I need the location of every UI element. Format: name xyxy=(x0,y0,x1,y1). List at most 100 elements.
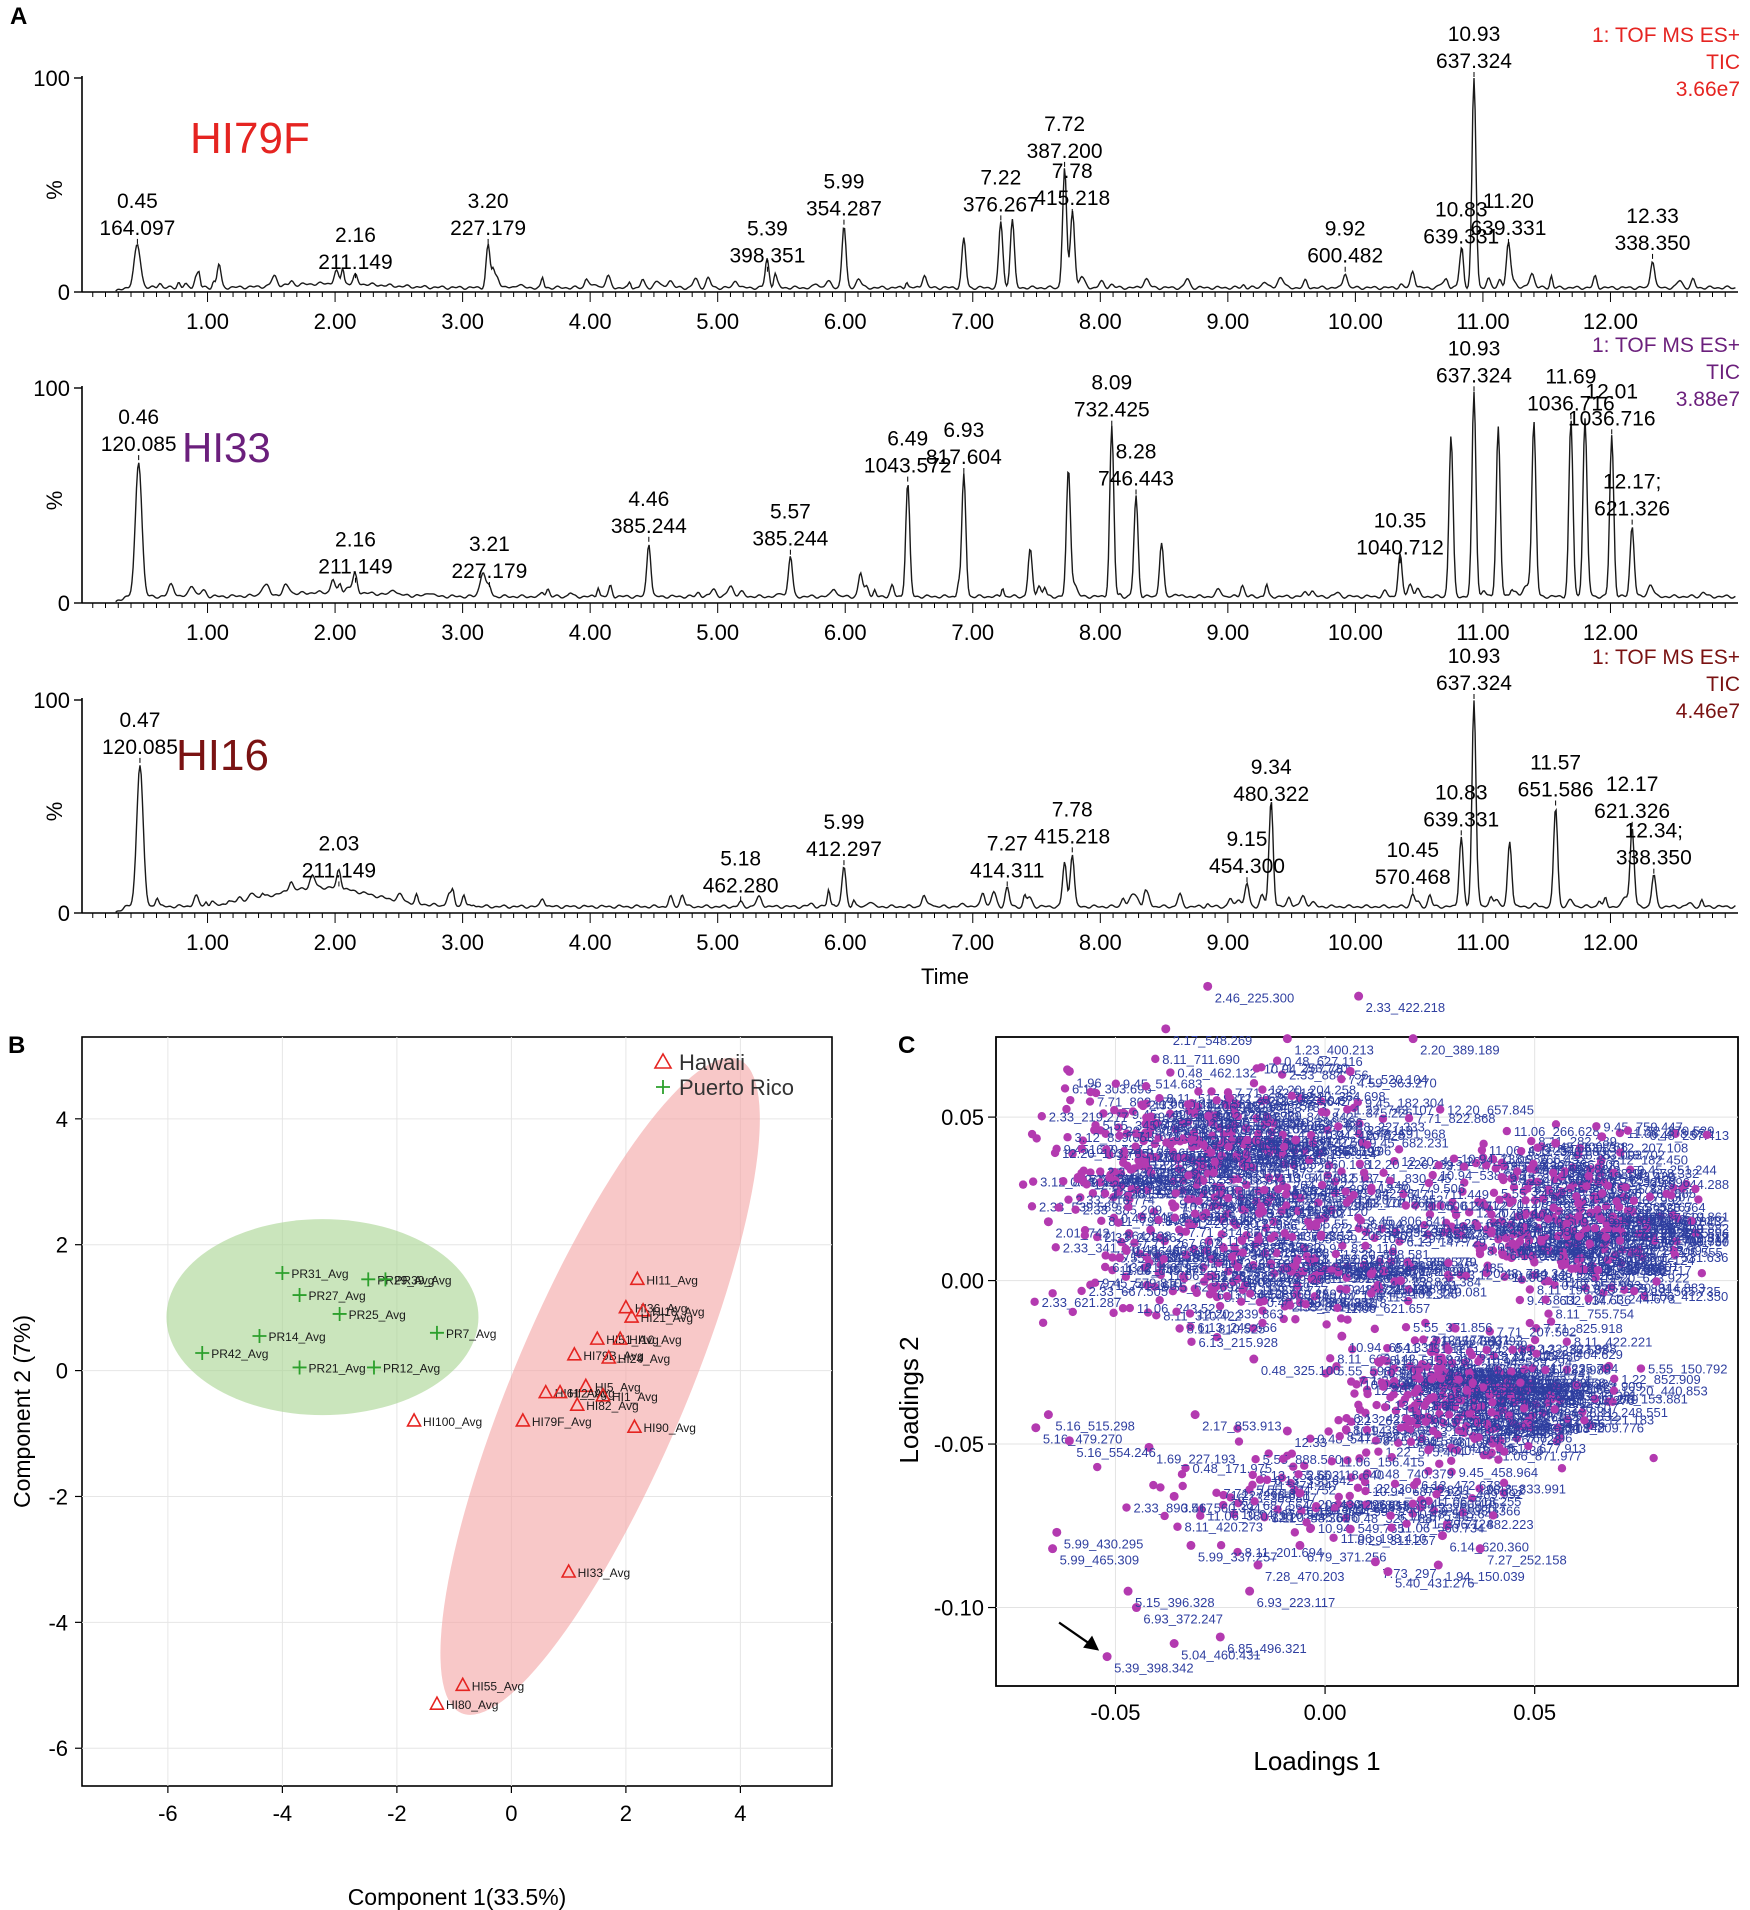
peak-label-mz: 639.331 xyxy=(1470,217,1546,240)
loading-point-cloud xyxy=(1131,1129,1141,1138)
loading-label-cloud: 5.55_559.231 xyxy=(1519,1388,1599,1403)
loading-point-cloud xyxy=(1383,1343,1392,1353)
loading-point xyxy=(1190,1410,1200,1420)
chromatogram-hi33: 1.00 2.00 3.00 4.00 5.00 6.00 7.00 8.00 9.00 10.0… xyxy=(33,334,1740,645)
loading-point-cloud xyxy=(1273,1505,1282,1514)
loading-point-cloud xyxy=(1513,1167,1522,1176)
loading-point-cloud xyxy=(1361,1227,1371,1237)
loading-label-cloud: 12.20_824.777 xyxy=(1476,1205,1563,1220)
puerto-rico-ellipse xyxy=(166,1219,479,1416)
loading-point-cloud xyxy=(1249,1078,1259,1088)
loading-point-cloud xyxy=(1553,1231,1563,1241)
loading-point-cloud xyxy=(1155,1295,1164,1305)
loading-point-cloud xyxy=(1173,1155,1182,1165)
loading-point-cloud xyxy=(1525,1285,1535,1294)
panel-label-b: B xyxy=(8,1032,25,1059)
loading-point-cloud xyxy=(1327,1266,1336,1275)
loading-point-cloud xyxy=(1672,1237,1681,1246)
loading-point-cloud xyxy=(1443,1270,1453,1280)
loading-point-cloud xyxy=(1099,1109,1108,1118)
loading-point-cloud xyxy=(1178,1118,1187,1128)
peak-label-mz: 385.244 xyxy=(752,528,828,551)
loading-point-cloud xyxy=(1538,1194,1548,1203)
loading-point xyxy=(1396,1276,1406,1286)
loading-point-cloud xyxy=(1450,1402,1460,1411)
loading-point-cloud xyxy=(1245,1289,1255,1298)
loading-label: 2.20_389.189 xyxy=(1420,1043,1500,1058)
loading-point-cloud xyxy=(1497,1217,1507,1226)
point-label: PR12_Avg xyxy=(383,1361,440,1375)
loading-label-cloud: 7.71_267.602 xyxy=(1141,1236,1221,1251)
loading-point-cloud xyxy=(1317,1107,1327,1117)
loading-label-cloud: 1.22_687.564 xyxy=(1230,1498,1310,1513)
loading-point-cloud xyxy=(1640,1291,1649,1301)
loading-point-cloud xyxy=(1617,1216,1627,1225)
loading-point-cloud xyxy=(1289,1161,1298,1170)
loading-point-cloud xyxy=(1424,1466,1433,1476)
loading-point-cloud xyxy=(1151,1118,1160,1128)
loading-point xyxy=(1169,1638,1179,1648)
loading-point-cloud xyxy=(1362,1385,1372,1395)
loading-point-cloud xyxy=(1645,1192,1655,1202)
loading-point-cloud xyxy=(1354,1129,1364,1138)
loading-point-cloud xyxy=(1336,1284,1345,1294)
loading-label-cloud: 6.13_214.619 xyxy=(1112,1260,1192,1275)
loading-point-cloud xyxy=(1279,1142,1289,1152)
loading-label-cloud: 1.22_594.313 xyxy=(1446,1364,1526,1379)
loading-label-cloud: 9.45_759.447 xyxy=(1603,1119,1683,1134)
loading-label-cloud: 8.11_370.883 xyxy=(1528,1144,1607,1159)
loading-point-cloud xyxy=(1122,1129,1132,1138)
loading-label-cloud: 7.71_182.265 xyxy=(1629,1226,1709,1241)
loading-label-cloud: 1.22_404.629 xyxy=(1543,1347,1623,1362)
loading-point-cloud xyxy=(1219,1130,1229,1139)
tic-trace xyxy=(115,700,1736,913)
y-tick-label: 0 xyxy=(58,901,70,926)
loading-point-cloud xyxy=(1454,1426,1464,1435)
loading-point-cloud xyxy=(1345,1491,1354,1501)
loading-point xyxy=(1345,1066,1355,1076)
loading-point-cloud xyxy=(1507,1367,1516,1376)
loading-point-cloud xyxy=(1232,1151,1241,1160)
loading-point-cloud xyxy=(1187,1195,1197,1204)
loading-point-cloud xyxy=(1141,1082,1151,1091)
loading-label-cloud: 6.13_350.294 xyxy=(1494,1417,1574,1432)
loading-label-cloud: 5.55_248.886 xyxy=(1501,1186,1581,1201)
loading-point-cloud xyxy=(1425,1210,1435,1219)
loading-point-cloud xyxy=(1214,1258,1223,1268)
loading-point-cloud xyxy=(1332,1362,1341,1371)
loading-point-cloud xyxy=(1218,1500,1228,1510)
loading-point-cloud xyxy=(1296,1193,1305,1203)
peak-label-rt: 10.35 xyxy=(1374,509,1427,532)
loading-label-cloud: 9.45_293.619 xyxy=(1592,1263,1672,1278)
loading-point-cloud xyxy=(1612,1224,1621,1234)
loading-point-cloud xyxy=(1500,1272,1509,1281)
loading-point-cloud xyxy=(1379,1382,1388,1391)
loading-point-cloud xyxy=(1508,1239,1517,1248)
loading-point-cloud xyxy=(1387,1257,1396,1266)
loading-point-cloud xyxy=(1370,1233,1379,1243)
loading-point-cloud xyxy=(1223,1193,1233,1203)
x-tick-label: 4.00 xyxy=(569,930,612,955)
loading-point-cloud xyxy=(1264,1117,1274,1127)
loading-point-cloud xyxy=(1088,1189,1098,1198)
loading-point xyxy=(1245,1586,1255,1596)
loading-point-cloud xyxy=(1593,1205,1602,1215)
loading-point-cloud xyxy=(1169,1176,1178,1186)
loading-point-cloud xyxy=(1403,1296,1413,1306)
loading-label-cloud: 3.12_565.735 xyxy=(1641,1284,1721,1299)
loading-label-cloud: 0.48_170.129 xyxy=(1371,1258,1451,1273)
loading-label-cloud: 3.12_318.486 xyxy=(1501,1349,1581,1364)
loading-label-cloud: 2.33_880.117 xyxy=(1428,1501,1507,1516)
loading-point-cloud xyxy=(1464,1208,1474,1217)
loading-point-cloud xyxy=(1437,1363,1446,1372)
point-label: PR29_Avg xyxy=(377,1273,434,1287)
peak-label-rt: 12.33 xyxy=(1626,205,1679,228)
y-tick-label: 2 xyxy=(56,1233,68,1258)
loading-point-cloud xyxy=(1233,1274,1242,1284)
loading-point-cloud xyxy=(1252,1136,1261,1145)
loading-label-cloud: 9.45_767.723 xyxy=(1482,1432,1562,1447)
x-tick-label: 11.00 xyxy=(1456,620,1509,645)
loading-label-cloud: 0.48_784.340 xyxy=(1493,1266,1573,1281)
loading-label-cloud: 7.71_711.449 xyxy=(1410,1187,1489,1202)
loading-label-cloud: 8.11_274.912 xyxy=(1266,1206,1345,1221)
